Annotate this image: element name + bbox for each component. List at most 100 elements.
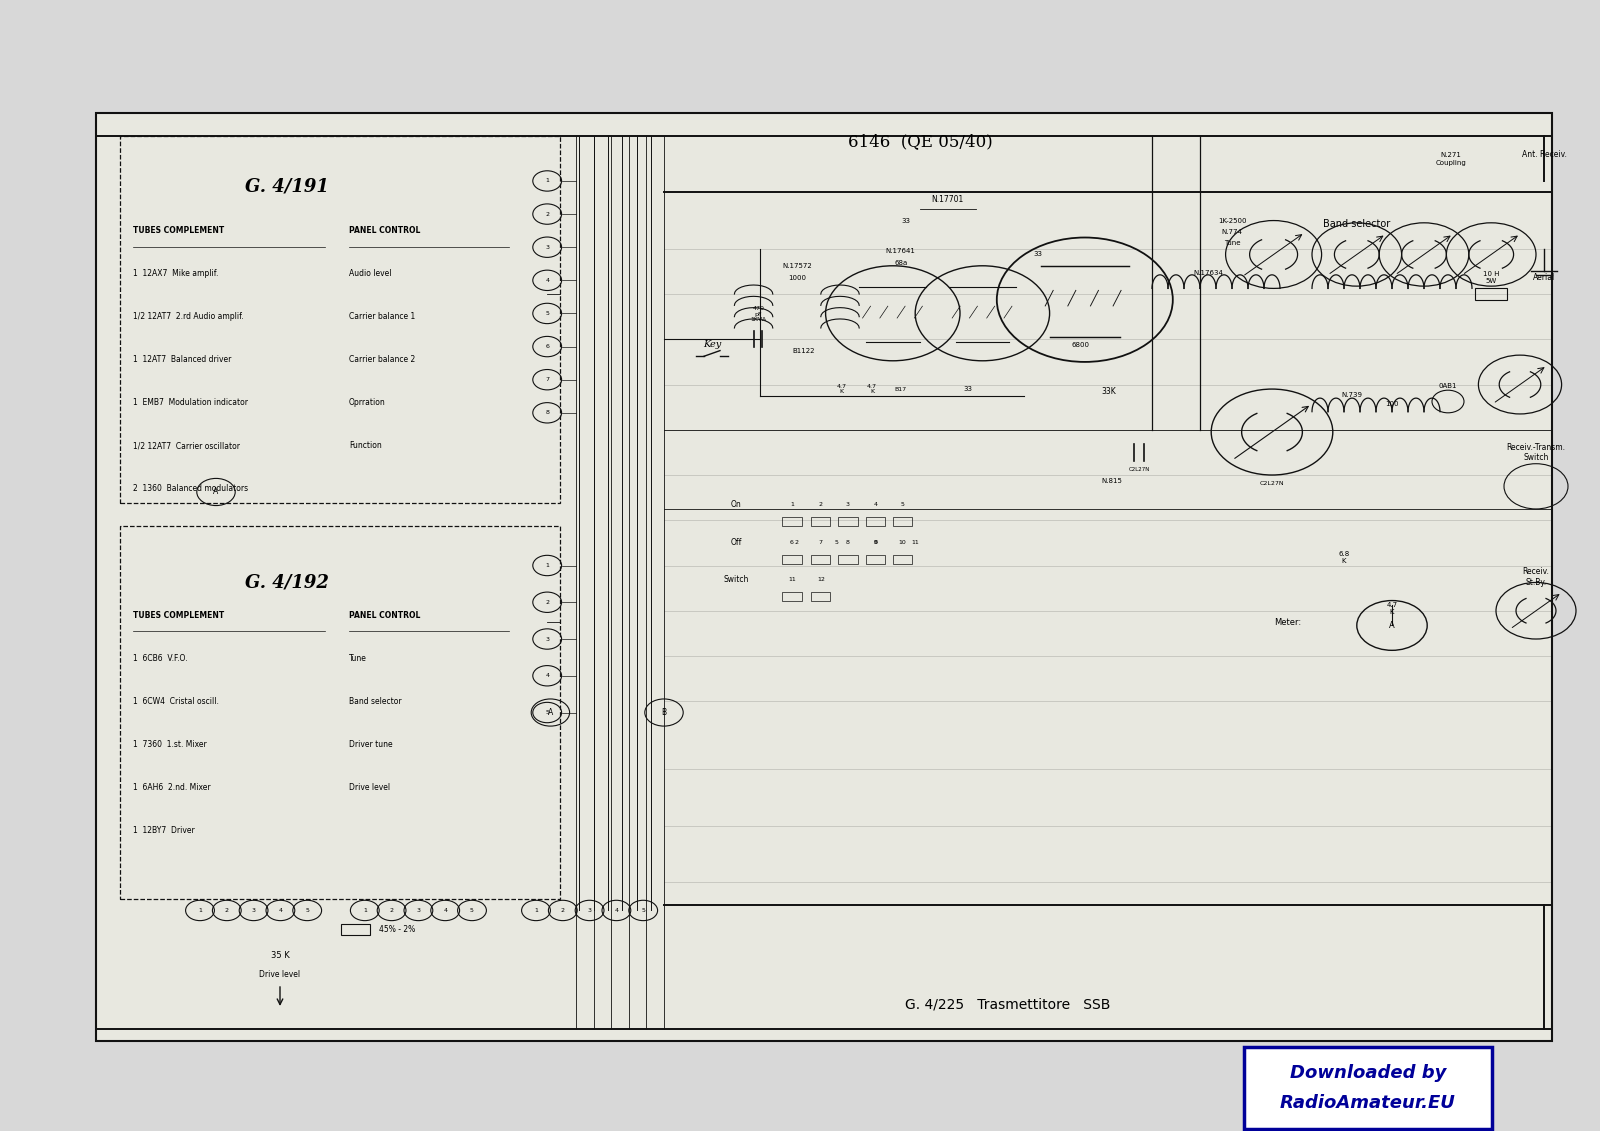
Text: Drive level: Drive level <box>259 970 301 979</box>
Text: 1/2 12AT7  2.rd Audio amplif.: 1/2 12AT7 2.rd Audio amplif. <box>133 312 243 321</box>
Text: N.774: N.774 <box>1221 228 1243 235</box>
Text: 10: 10 <box>899 541 906 545</box>
Text: 2: 2 <box>560 908 565 913</box>
Text: N.17572: N.17572 <box>782 264 811 269</box>
Text: 1: 1 <box>198 908 202 913</box>
Bar <box>341 924 370 935</box>
Text: N.815: N.815 <box>1101 477 1123 484</box>
Text: 1  EMB7  Modulation indicator: 1 EMB7 Modulation indicator <box>133 398 248 407</box>
Text: B1122: B1122 <box>792 347 814 354</box>
Text: Switch: Switch <box>723 575 749 584</box>
Text: 4: 4 <box>443 908 448 913</box>
Bar <box>838 555 858 564</box>
Text: 1K-2500: 1K-2500 <box>1218 217 1246 224</box>
Bar <box>782 517 802 526</box>
Bar <box>1245 1047 1491 1129</box>
Text: Receiv.
St.By.: Receiv. St.By. <box>1523 567 1549 587</box>
Text: N.739: N.739 <box>1341 392 1363 398</box>
Text: 100: 100 <box>1386 400 1398 407</box>
Text: 4.7
K: 4.7 K <box>1387 602 1397 615</box>
Text: 1  7360  1.st. Mixer: 1 7360 1.st. Mixer <box>133 740 206 749</box>
Text: Aerial: Aerial <box>1533 273 1555 282</box>
Text: N.17701: N.17701 <box>931 195 963 204</box>
Text: 1: 1 <box>790 502 794 507</box>
Text: Off: Off <box>730 538 742 547</box>
Bar <box>866 517 885 526</box>
Text: 2: 2 <box>390 908 394 913</box>
Text: 33: 33 <box>1034 251 1043 258</box>
Text: 10 H
5W: 10 H 5W <box>1483 270 1499 284</box>
Text: 1000: 1000 <box>787 275 806 280</box>
Text: Audio level: Audio level <box>349 269 392 278</box>
Bar <box>838 517 858 526</box>
Text: 5: 5 <box>546 710 549 715</box>
Text: 2: 2 <box>819 502 822 507</box>
Bar <box>120 136 560 503</box>
Text: 6146  (QE 05/40): 6146 (QE 05/40) <box>848 132 992 150</box>
Text: Downloaded by: Downloaded by <box>1290 1064 1446 1082</box>
Text: 8: 8 <box>546 411 549 415</box>
Text: 1/2 12AT7  Carrier oscillator: 1/2 12AT7 Carrier oscillator <box>133 441 240 450</box>
Text: 4: 4 <box>546 278 549 283</box>
Text: 5: 5 <box>901 502 904 507</box>
Text: Band selector: Band selector <box>349 697 402 706</box>
Text: TUBES COMPLEMENT: TUBES COMPLEMENT <box>133 611 224 620</box>
Text: Key: Key <box>702 340 722 349</box>
Text: 33: 33 <box>901 217 910 224</box>
Text: Coupling: Coupling <box>1435 159 1467 166</box>
Text: 33K: 33K <box>1101 387 1117 396</box>
Text: 8: 8 <box>846 541 850 545</box>
Text: Meter:: Meter: <box>1275 618 1301 627</box>
Text: Tune: Tune <box>349 654 366 663</box>
Text: B17: B17 <box>894 387 907 391</box>
Text: 6800: 6800 <box>1070 342 1090 348</box>
Bar <box>120 526 560 899</box>
Text: 3: 3 <box>251 908 256 913</box>
Text: RadioAmateur.EU: RadioAmateur.EU <box>1280 1094 1456 1112</box>
Bar <box>1475 288 1507 300</box>
Bar <box>782 555 802 564</box>
Bar <box>96 113 1552 1041</box>
Text: 33: 33 <box>963 386 973 392</box>
Bar <box>811 517 830 526</box>
Text: N.17634: N.17634 <box>1194 270 1222 276</box>
Text: 1  6CB6  V.F.O.: 1 6CB6 V.F.O. <box>133 654 187 663</box>
Text: N.17641: N.17641 <box>886 249 915 254</box>
Text: 3: 3 <box>587 908 592 913</box>
Text: 5: 5 <box>546 311 549 316</box>
Text: 1: 1 <box>546 179 549 183</box>
Text: 1  12AX7  Mike amplif.: 1 12AX7 Mike amplif. <box>133 269 218 278</box>
Text: 3: 3 <box>546 637 549 641</box>
Text: 2: 2 <box>795 541 798 545</box>
Text: Receiv.-Transm.
Switch: Receiv.-Transm. Switch <box>1507 442 1565 463</box>
Text: 68a: 68a <box>894 260 907 266</box>
Text: 45% - 2%: 45% - 2% <box>379 925 414 934</box>
Text: Tune: Tune <box>1224 240 1240 247</box>
Text: 2  1360  Balanced modulators: 2 1360 Balanced modulators <box>133 484 248 493</box>
Text: 3: 3 <box>416 908 421 913</box>
Text: 5: 5 <box>470 908 474 913</box>
Text: N.271: N.271 <box>1440 152 1462 158</box>
Text: 1  6CW4  Cristal oscill.: 1 6CW4 Cristal oscill. <box>133 697 219 706</box>
Text: 1  12BY7  Driver: 1 12BY7 Driver <box>133 826 195 835</box>
Text: 0AB1: 0AB1 <box>1438 382 1458 389</box>
Text: On: On <box>731 500 741 509</box>
Text: Driver tune: Driver tune <box>349 740 392 749</box>
Text: 4: 4 <box>546 673 549 679</box>
Bar <box>893 555 912 564</box>
Text: 3: 3 <box>846 502 850 507</box>
Text: G. 4/191: G. 4/191 <box>245 178 330 196</box>
Text: TUBES COMPLEMENT: TUBES COMPLEMENT <box>133 226 224 235</box>
Text: G. 4/192: G. 4/192 <box>245 573 330 592</box>
Text: 1  6AH6  2.nd. Mixer: 1 6AH6 2.nd. Mixer <box>133 783 211 792</box>
Text: 4: 4 <box>278 908 283 913</box>
Text: A: A <box>547 708 554 717</box>
Text: 12: 12 <box>818 577 824 581</box>
Text: 11: 11 <box>912 541 918 545</box>
Bar <box>782 592 802 601</box>
Text: C2L27N: C2L27N <box>1259 481 1285 485</box>
Text: Function: Function <box>349 441 381 450</box>
Text: Carrier balance 2: Carrier balance 2 <box>349 355 414 364</box>
Text: 4.7
K: 4.7 K <box>837 383 846 395</box>
Text: 5: 5 <box>642 908 645 913</box>
